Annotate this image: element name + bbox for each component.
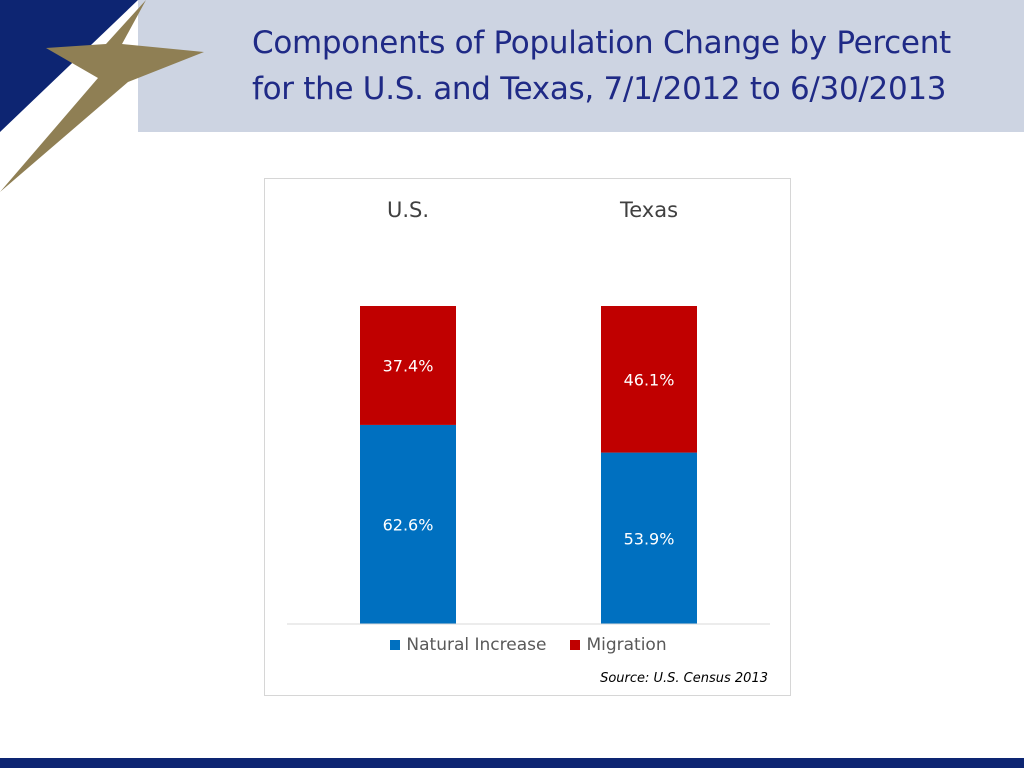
bottom-bar <box>0 758 1024 768</box>
legend-item-natural-increase: Natural Increase <box>390 635 546 655</box>
title-line-2: for the U.S. and Texas, 7/1/2012 to 6/30… <box>252 71 947 107</box>
legend-swatch-natural-increase <box>390 640 401 650</box>
legend-item-migration: Migration <box>570 635 667 655</box>
bar-u-s-natural-increase <box>360 424 456 624</box>
header-band <box>0 0 1024 132</box>
data-label-u-s-migration: 37.4% <box>383 356 434 375</box>
data-label-texas-natural-increase: 53.9% <box>624 529 675 548</box>
slide-title: Components of Population Change by Perce… <box>252 20 1012 112</box>
title-line-1: Components of Population Change by Perce… <box>252 25 951 61</box>
bar-texas-migration <box>601 306 697 453</box>
legend-label-migration: Migration <box>586 635 667 655</box>
chart-frame: U.S. Texas 62.6% 37.4% 53.9% 46.1% Natural I… <box>264 178 791 696</box>
source-note: Source: U.S. Census 2013 <box>600 671 768 686</box>
stacked-bar-chart: U.S. Texas 62.6% 37.4% 53.9% 46.1% <box>287 198 770 625</box>
legend-label-natural-increase: Natural Increase <box>406 635 547 655</box>
bar-texas-natural-increase <box>601 452 697 624</box>
legend-swatch-migration <box>570 640 581 650</box>
bar-u-s-migration <box>360 306 456 425</box>
star-logo <box>0 0 204 200</box>
gold-star <box>0 0 204 192</box>
data-label-u-s-natural-increase: 62.6% <box>383 515 434 534</box>
category-label-u-s: U.S. <box>387 198 429 222</box>
data-label-texas-migration: 46.1% <box>624 370 675 389</box>
category-label-texas: Texas <box>619 198 678 222</box>
legend: Natural Increase Migration <box>265 635 792 655</box>
